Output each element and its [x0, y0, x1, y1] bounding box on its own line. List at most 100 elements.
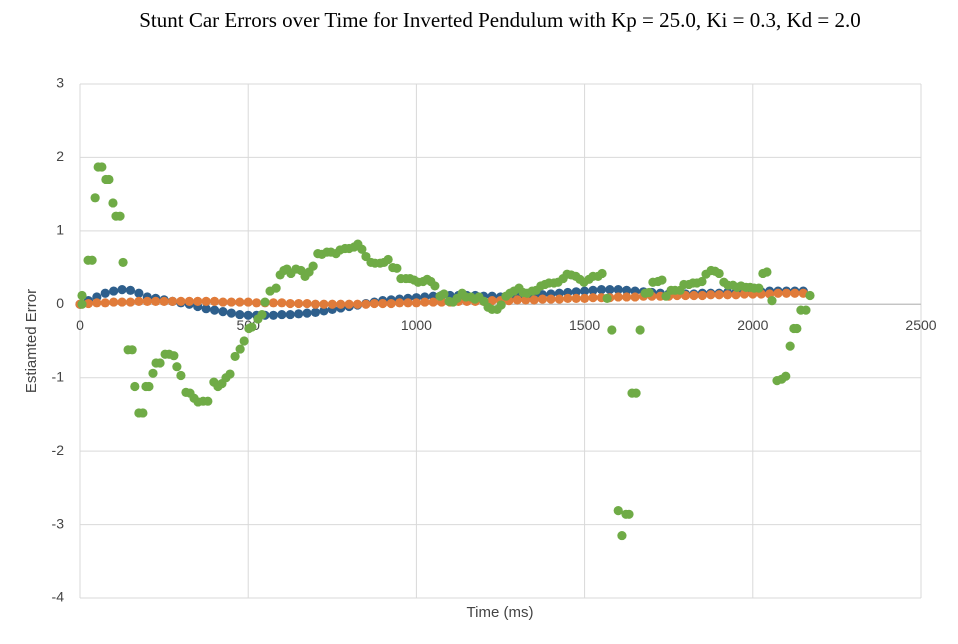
point	[235, 297, 245, 307]
point	[357, 244, 367, 254]
point	[109, 286, 119, 296]
point	[635, 325, 645, 335]
point	[226, 297, 236, 307]
point	[247, 322, 257, 332]
point	[172, 362, 182, 372]
point	[117, 297, 127, 307]
point	[596, 285, 607, 295]
point	[134, 296, 144, 306]
point	[108, 198, 118, 208]
point	[602, 293, 612, 304]
point	[554, 294, 564, 304]
point	[226, 308, 236, 318]
point	[722, 290, 733, 300]
point	[428, 297, 438, 307]
point	[169, 351, 179, 361]
point	[277, 309, 287, 320]
point	[294, 298, 304, 309]
point	[252, 298, 262, 308]
point	[92, 298, 102, 308]
x-tick-label: 1500	[569, 317, 600, 333]
point	[588, 293, 598, 303]
point	[781, 288, 792, 298]
point	[361, 299, 371, 309]
point	[386, 298, 396, 309]
point	[257, 309, 267, 320]
point	[134, 288, 144, 298]
point	[792, 323, 802, 334]
point	[155, 358, 165, 368]
point	[630, 292, 640, 302]
x-tick-label: 0	[76, 317, 84, 333]
point	[529, 295, 539, 305]
point	[613, 292, 623, 302]
point	[104, 174, 114, 185]
point	[420, 297, 430, 307]
point	[571, 287, 581, 297]
point	[378, 298, 388, 309]
point	[218, 297, 228, 307]
point	[605, 285, 615, 295]
point	[369, 298, 379, 309]
point	[125, 297, 136, 307]
point	[781, 371, 791, 381]
point	[285, 298, 295, 309]
point	[790, 288, 800, 298]
point	[90, 193, 100, 203]
point	[344, 299, 354, 309]
point	[125, 285, 136, 295]
point	[773, 288, 783, 298]
y-tick-label: 3	[56, 75, 64, 91]
point	[184, 296, 194, 306]
point	[580, 293, 590, 304]
point	[148, 368, 158, 378]
point	[243, 297, 253, 307]
point	[613, 285, 623, 295]
point	[77, 290, 87, 301]
y-tick-label: -4	[52, 589, 65, 605]
point	[118, 257, 128, 268]
y-tick-label: 1	[56, 222, 64, 238]
point	[613, 506, 623, 516]
point	[144, 381, 154, 392]
point	[336, 299, 346, 309]
point	[176, 296, 186, 306]
point	[439, 289, 449, 299]
y-tick-label: 2	[56, 148, 64, 164]
point	[762, 267, 772, 277]
point	[209, 296, 220, 306]
point	[77, 299, 87, 309]
y-tick-label: -2	[52, 442, 65, 458]
point	[487, 296, 497, 306]
point	[392, 263, 402, 273]
y-tick-label: 0	[56, 295, 64, 311]
point	[805, 290, 815, 301]
point	[714, 290, 724, 300]
point	[193, 296, 203, 306]
point	[302, 298, 312, 309]
point	[622, 285, 632, 295]
point	[785, 341, 795, 351]
point	[352, 299, 363, 309]
point	[209, 305, 220, 315]
point	[767, 296, 777, 306]
point	[268, 298, 279, 308]
point	[512, 295, 522, 305]
point	[754, 283, 764, 293]
point	[159, 296, 169, 306]
point	[383, 254, 393, 265]
point	[624, 509, 634, 519]
y-tick-label: -3	[52, 515, 65, 531]
point	[167, 296, 178, 306]
point	[571, 293, 581, 304]
point	[430, 281, 440, 291]
point	[138, 408, 148, 418]
point	[142, 296, 152, 306]
point	[631, 388, 641, 398]
point	[496, 300, 506, 310]
point	[617, 530, 627, 541]
point	[243, 310, 253, 320]
x-tick-label: 2500	[905, 317, 936, 333]
point	[127, 345, 137, 355]
